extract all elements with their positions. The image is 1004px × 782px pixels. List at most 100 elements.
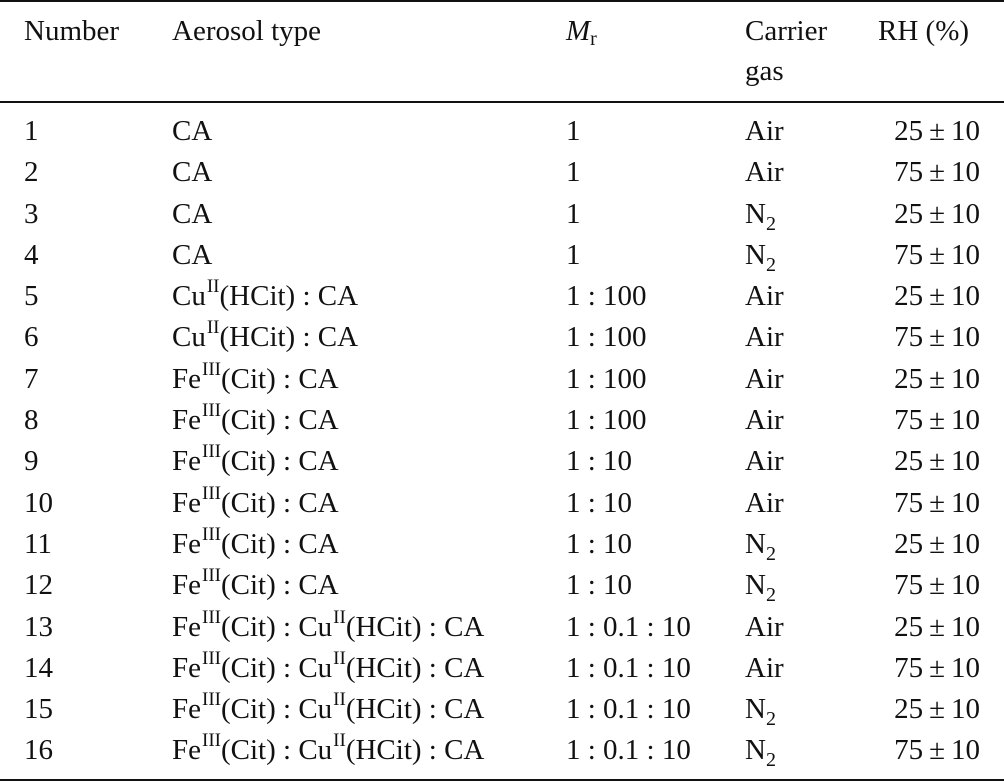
cell-number: 5 [24, 280, 39, 313]
cell-aerosol-type: CA [172, 156, 213, 189]
plus-minus-sign: ± [929, 280, 945, 313]
oxidation-state: II [206, 276, 220, 298]
cell-number: 1 [24, 115, 39, 147]
cell-carrier-gas: N2 [745, 197, 776, 235]
oxidation-state: III [202, 400, 221, 422]
table-row: 7 FeIII(Cit) : CA 1 : 100 Air 25 ±10 [0, 359, 1004, 400]
cell-aerosol-type: FeIII(Cit) : CuII(HCit) : CA [172, 689, 485, 726]
cell-rh: 25 ±10 [894, 280, 980, 313]
cell-aerosol-type: CuII(HCit) : CA [172, 276, 359, 313]
cell-ratio: 1 : 100 [566, 280, 647, 313]
cell-number: 13 [24, 610, 53, 643]
header-carrier-line1: Carrier [745, 15, 828, 47]
header-mr-symbol: M [566, 15, 591, 47]
cell-ratio: 1 : 10 [566, 486, 633, 519]
cell-number: 16 [24, 734, 53, 767]
cell-ratio: 1 : 0.1 : 10 [566, 734, 691, 767]
oxidation-state: III [202, 565, 221, 587]
plus-minus-sign: ± [929, 115, 945, 147]
oxidation-state: II [333, 606, 346, 628]
plus-minus-sign: ± [929, 734, 945, 767]
cell-carrier-gas: Air [745, 651, 784, 684]
oxidation-state: III [202, 730, 221, 752]
oxidation-state: III [202, 647, 221, 669]
table-row: 13 FeIII(Cit) : CuII(HCit) : CA 1 : 0.1 : … [0, 607, 1004, 648]
cell-carrier-gas: N2 [745, 238, 776, 276]
cell-aerosol-type: FeIII(Cit) : CuII(HCit) : CA [172, 606, 485, 643]
cell-number: 15 [24, 693, 53, 726]
cell-ratio: 1 : 10 [566, 445, 633, 478]
oxidation-state: III [202, 482, 221, 504]
cell-aerosol-type: CA [172, 115, 213, 147]
table-row: 2 CA 1 Air 75 ±10 [0, 152, 1004, 193]
header-carrier-line2: gas [745, 55, 784, 87]
cell-carrier-gas: Air [745, 362, 784, 395]
cell-aerosol-type: FeIII(Cit) : CA [172, 358, 339, 395]
plus-minus-sign: ± [929, 362, 945, 395]
cell-aerosol-type: FeIII(Cit) : CuII(HCit) : CA [172, 647, 485, 684]
gas-subscript: 2 [765, 212, 776, 235]
oxidation-state: III [202, 689, 221, 711]
cell-carrier-gas: N2 [745, 569, 776, 607]
cell-carrier-gas: Air [745, 404, 784, 437]
cell-ratio: 1 [566, 197, 581, 230]
cell-carrier-gas: Air [745, 115, 784, 147]
oxidation-state: II [333, 647, 346, 669]
cell-number: 12 [24, 569, 53, 602]
cell-number: 7 [24, 362, 39, 395]
cell-rh: 25 ±10 [894, 197, 980, 230]
oxidation-state: III [202, 358, 221, 380]
cell-number: 14 [24, 651, 53, 684]
cell-ratio: 1 [566, 115, 581, 147]
cell-number: 3 [24, 197, 39, 230]
cell-ratio: 1 : 10 [566, 527, 633, 560]
cell-rh: 25 ±10 [894, 362, 980, 395]
plus-minus-sign: ± [929, 486, 945, 519]
header-mr-subscript: r [590, 28, 597, 50]
top-rule [0, 0, 1004, 2]
cell-number: 6 [24, 321, 39, 354]
cell-number: 8 [24, 404, 39, 437]
cell-carrier-gas: Air [745, 321, 784, 354]
plus-minus-sign: ± [929, 693, 945, 726]
cell-carrier-gas: N2 [745, 734, 776, 772]
table-header: Number Aerosol type Mr Carrier gas RH (%… [0, 14, 1004, 94]
cell-rh: 25 ±10 [894, 115, 980, 147]
table-row: 3 CA 1 N2 25 ±10 [0, 194, 1004, 235]
cell-carrier-gas: Air [745, 445, 784, 478]
cell-carrier-gas: N2 [745, 693, 776, 731]
table-row: 6 CuII(HCit) : CA 1 : 100 Air 75 ±10 [0, 317, 1004, 358]
cell-aerosol-type: FeIII(Cit) : CuII(HCit) : CA [172, 730, 485, 767]
table-body: 1 CA 1 Air 25 ±10 2 CA 1 Air 75 ±10 3 CA 1 N2 25 ±10 4 CA 1 N… [0, 111, 1004, 772]
table-row: 14 FeIII(Cit) : CuII(HCit) : CA 1 : 0.1 : … [0, 648, 1004, 689]
cell-rh: 75 ±10 [894, 569, 980, 602]
oxidation-state: III [202, 441, 221, 463]
plus-minus-sign: ± [929, 197, 945, 230]
cell-ratio: 1 : 10 [566, 569, 633, 602]
cell-ratio: 1 [566, 238, 581, 271]
oxidation-state: II [333, 689, 346, 711]
cell-ratio: 1 : 100 [566, 321, 647, 354]
cell-rh: 75 ±10 [894, 486, 980, 519]
cell-ratio: 1 [566, 156, 581, 189]
header-rule [0, 101, 1004, 103]
cell-rh: 75 ±10 [894, 404, 980, 437]
plus-minus-sign: ± [929, 238, 945, 271]
table-row: 10 FeIII(Cit) : CA 1 : 10 Air 75 ±10 [0, 483, 1004, 524]
cell-rh: 25 ±10 [894, 445, 980, 478]
header-aerosol-type: Aerosol type [172, 15, 321, 47]
cell-ratio: 1 : 0.1 : 10 [566, 693, 691, 726]
cell-rh: 75 ±10 [894, 321, 980, 354]
cell-carrier-gas: N2 [745, 527, 776, 565]
oxidation-state: II [333, 730, 346, 752]
cell-ratio: 1 : 0.1 : 10 [566, 651, 691, 684]
plus-minus-sign: ± [929, 569, 945, 602]
cell-aerosol-type: CuII(HCit) : CA [172, 317, 359, 354]
gas-subscript: 2 [765, 584, 776, 607]
cell-rh: 25 ±10 [894, 693, 980, 726]
table-row: 4 CA 1 N2 75 ±10 [0, 235, 1004, 276]
cell-aerosol-type: FeIII(Cit) : CA [172, 482, 339, 519]
gas-subscript: 2 [765, 542, 776, 565]
gas-subscript: 2 [765, 749, 776, 772]
